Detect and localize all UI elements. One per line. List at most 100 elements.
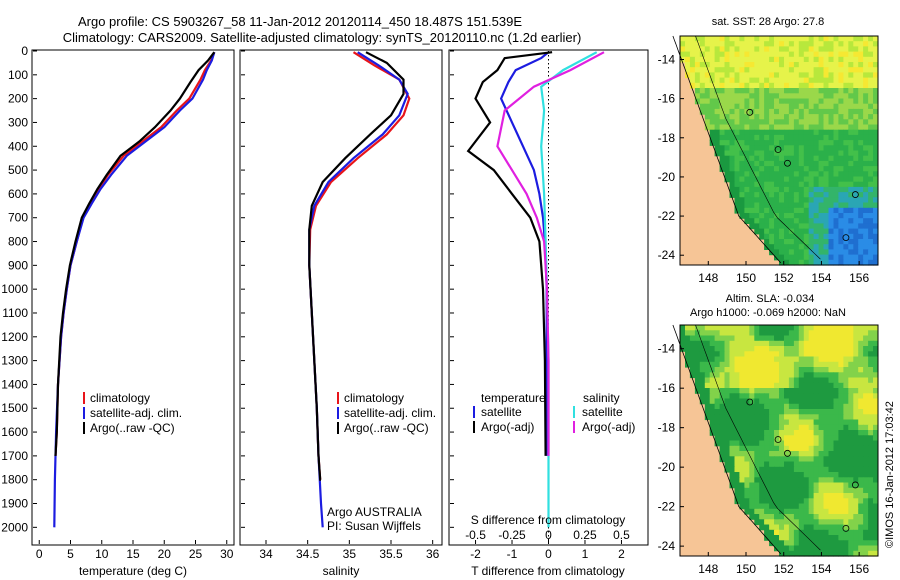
map-cell (744, 472, 750, 478)
map-cell (699, 56, 706, 63)
map-cell (729, 56, 735, 63)
map-cell (798, 340, 805, 347)
map-cell (813, 367, 820, 373)
map-cell (838, 140, 844, 146)
map-cell (784, 508, 790, 515)
map-cell (739, 77, 745, 84)
map-y-tick-label: -18 (658, 131, 676, 145)
map-cell (769, 435, 775, 442)
map-cell (744, 372, 750, 379)
map-cell (868, 424, 874, 431)
map-cell (784, 461, 790, 468)
map-cell (858, 82, 864, 89)
map-cell (858, 207, 864, 214)
map-cell (803, 482, 810, 489)
map-cell (779, 524, 785, 531)
map-cell (803, 67, 810, 73)
map-cell (873, 166, 879, 172)
map-cell (744, 155, 750, 162)
map-cell (823, 249, 829, 256)
map-cell (714, 440, 721, 447)
map-cell (744, 41, 750, 47)
map-cell (863, 259, 869, 266)
map-cell (833, 88, 839, 94)
map-cell (818, 166, 825, 172)
map-cell (734, 388, 740, 394)
map-cell (734, 140, 740, 146)
map-cell (699, 372, 706, 379)
map-cell (779, 414, 785, 421)
map-cell (764, 223, 770, 230)
map-cell (833, 456, 839, 463)
map-cell (833, 213, 839, 219)
map-cell (838, 482, 844, 489)
map-cell (828, 93, 834, 100)
map-cell (828, 430, 834, 436)
map-cell (754, 197, 760, 204)
map-cell (863, 186, 869, 193)
map-cell (798, 46, 805, 53)
map-cell (714, 36, 721, 42)
map-cell (838, 36, 844, 42)
map-cell (744, 145, 750, 152)
map-cell (873, 140, 879, 146)
map-cell (838, 356, 844, 363)
map-cell (833, 233, 839, 240)
map-cell (784, 140, 790, 146)
map-cell (754, 72, 760, 79)
map-cell (793, 82, 800, 89)
map-cell (793, 503, 800, 510)
map-cell (853, 160, 859, 167)
map-cell (873, 535, 879, 541)
map-cell (843, 388, 849, 394)
map-cell (838, 440, 844, 447)
map-cell (749, 414, 755, 421)
map-cell (744, 207, 750, 214)
map-cell (788, 440, 795, 447)
x-tick-label: 30 (220, 547, 234, 561)
map-cell (858, 524, 864, 531)
map-cell (769, 361, 775, 368)
map-cell (784, 119, 790, 126)
map-cell (813, 140, 820, 146)
map-cell (744, 330, 750, 337)
map-cell (838, 456, 844, 463)
map-cell (779, 145, 785, 152)
map-cell (714, 145, 721, 152)
map-cell (858, 114, 864, 120)
map-y-tick-label: -22 (658, 209, 676, 223)
map-cell (788, 150, 795, 157)
map-cell (853, 430, 859, 436)
map-cell (813, 239, 820, 245)
map-cell (843, 119, 849, 126)
map-cell (833, 540, 839, 547)
map-cell (833, 46, 839, 53)
map-cell (719, 456, 726, 463)
map-cell (759, 134, 765, 141)
map-cell (769, 377, 775, 384)
map-cell (838, 519, 844, 526)
map-cell (868, 550, 874, 557)
map-cell (823, 514, 829, 520)
map-cell (793, 398, 800, 405)
salinity-legend: climatology satellite-adj. clim. Argo(..… (337, 391, 436, 435)
map-cell (833, 176, 839, 183)
map-cell (709, 108, 716, 115)
map-cell (779, 461, 785, 468)
map-cell (848, 88, 854, 94)
map-cell (764, 197, 770, 204)
map-cell (764, 82, 770, 89)
map-cell (808, 88, 815, 94)
map-cell (729, 330, 735, 337)
map-cell (754, 456, 760, 463)
map-cell (774, 197, 780, 204)
map-cell (729, 361, 735, 368)
map-cell (848, 186, 854, 193)
map-cell (818, 535, 825, 541)
map-cell (719, 155, 726, 162)
map-cell (808, 72, 815, 79)
map-cell (784, 367, 790, 373)
map-cell (848, 207, 854, 214)
map-cell (868, 223, 874, 230)
map-cell (873, 155, 879, 162)
